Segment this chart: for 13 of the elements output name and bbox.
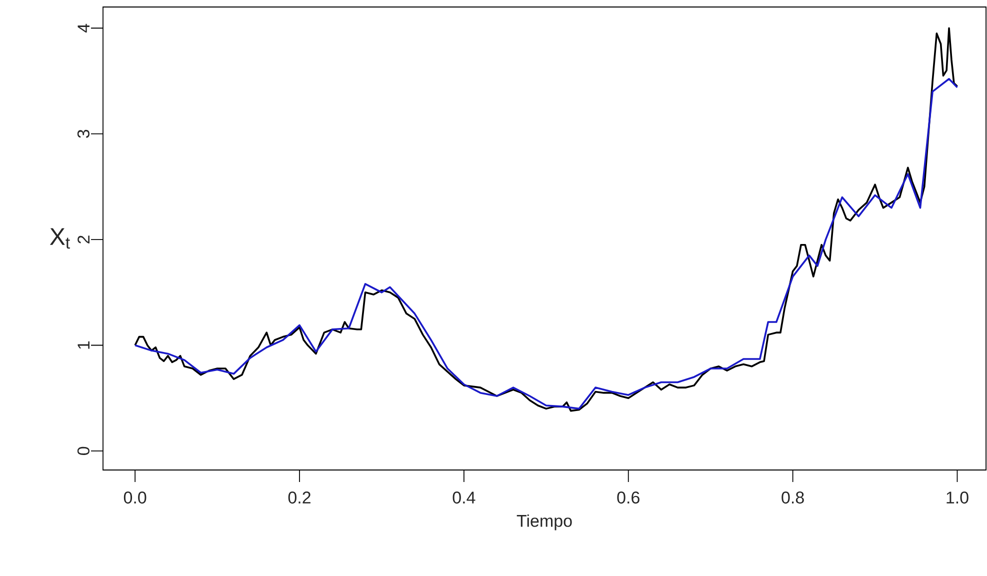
x-axis-title: Tiempo (516, 514, 572, 530)
y-axis-title: X$_{t}$ (50, 228, 70, 249)
x-tick-label: 0.6 (617, 492, 640, 504)
x-tick-label: 1.0 (946, 492, 968, 504)
y-tick-label: 0 (77, 446, 90, 456)
x-tick-label: 0.2 (288, 492, 310, 504)
y-tick-label: 3 (77, 130, 90, 138)
x-tick-label: 0.0 (124, 492, 146, 504)
y-tick-label: 1 (78, 341, 90, 349)
y-tick-label: 4 (78, 24, 90, 32)
x-tick-label: 0.4 (452, 492, 476, 504)
y-tick-label: 2 (78, 236, 90, 244)
x-tick-label: 0.8 (782, 492, 804, 504)
